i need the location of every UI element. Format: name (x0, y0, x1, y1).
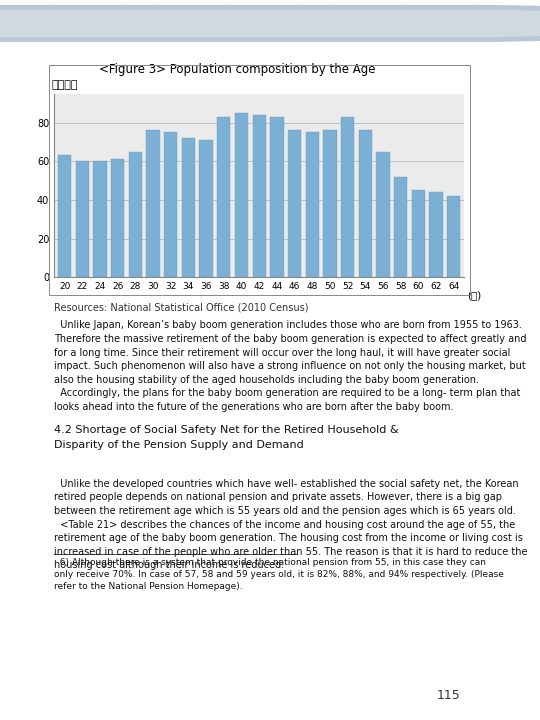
Circle shape (0, 6, 398, 41)
Circle shape (183, 10, 485, 37)
Text: 6) Although there is a system that provide the national pension from 55, in this: 6) Although there is a system that provi… (54, 558, 504, 591)
Bar (253, 115, 266, 277)
Circle shape (147, 10, 450, 37)
Bar (412, 190, 425, 277)
Text: Unlike the developed countries which have well- established the social safety ne: Unlike the developed countries which hav… (54, 479, 528, 570)
Circle shape (129, 6, 539, 41)
Bar (93, 161, 106, 277)
Circle shape (253, 10, 540, 37)
Circle shape (289, 10, 540, 37)
Circle shape (0, 6, 256, 41)
Circle shape (235, 6, 540, 41)
Circle shape (0, 10, 273, 37)
Bar (447, 196, 461, 277)
Circle shape (58, 6, 469, 41)
Text: （만명）: （만명） (51, 80, 78, 90)
Bar (288, 130, 301, 277)
Circle shape (23, 6, 433, 41)
Bar (270, 117, 284, 277)
Circle shape (270, 6, 540, 41)
Bar (58, 156, 71, 277)
Circle shape (324, 10, 540, 37)
Circle shape (77, 10, 379, 37)
Bar (146, 130, 160, 277)
Bar (199, 140, 213, 277)
Bar (217, 117, 231, 277)
Bar (376, 152, 390, 277)
Text: 115: 115 (436, 689, 460, 702)
Text: International Symposium On Smart Aging 2011: International Symposium On Smart Aging 2… (503, 260, 512, 507)
Circle shape (6, 10, 309, 37)
Circle shape (42, 10, 344, 37)
Text: 4.2 Shortage of Social Safety Net for the Retired Household &
Disparity of the P: 4.2 Shortage of Social Safety Net for th… (54, 425, 399, 451)
Circle shape (0, 6, 327, 41)
Bar (306, 132, 319, 277)
Text: 2011 스마트에이징 국제심포지엄: 2011 스마트에이징 국제심포지엄 (177, 700, 298, 713)
Circle shape (0, 10, 238, 37)
Bar (164, 132, 177, 277)
Bar (394, 176, 407, 277)
Circle shape (93, 6, 504, 41)
Circle shape (0, 6, 292, 41)
Bar (129, 152, 142, 277)
Bar (76, 161, 89, 277)
Text: Resources: National Statistical Office (2010 Census): Resources: National Statistical Office (… (54, 302, 308, 312)
Circle shape (0, 10, 202, 37)
Bar (235, 113, 248, 277)
Text: (세): (세) (467, 290, 481, 300)
Bar (341, 117, 354, 277)
Circle shape (0, 6, 221, 41)
Circle shape (199, 6, 540, 41)
Circle shape (112, 10, 415, 37)
Bar (323, 130, 336, 277)
Circle shape (218, 10, 521, 37)
Circle shape (164, 6, 540, 41)
Bar (111, 159, 124, 277)
Bar (182, 138, 195, 277)
Bar (359, 130, 372, 277)
Circle shape (0, 6, 363, 41)
Circle shape (0, 10, 167, 37)
Text: Unlike Japan, Korean’s baby boom generation includes those who are born from 195: Unlike Japan, Korean’s baby boom generat… (54, 320, 526, 412)
Bar (429, 192, 443, 277)
Text: <Figure 3> Population composition by the Age: <Figure 3> Population composition by the… (99, 63, 376, 76)
